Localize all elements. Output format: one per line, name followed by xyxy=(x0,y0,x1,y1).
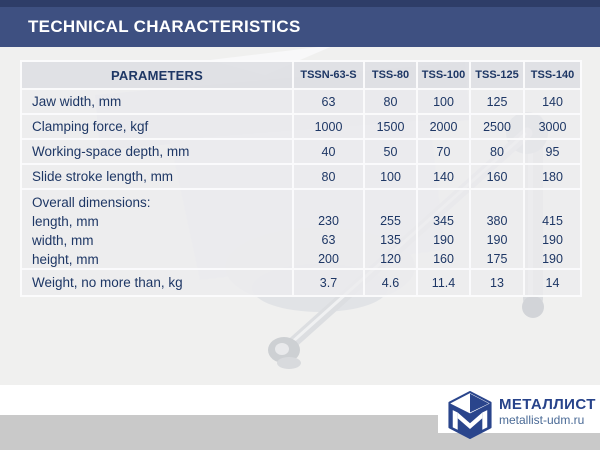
value-line: 160 xyxy=(433,252,454,266)
value-line: 380 xyxy=(486,214,508,228)
value-cell: 11.4 xyxy=(418,270,471,295)
value-line: 190 xyxy=(542,252,563,266)
value-cell: 4.6 xyxy=(365,270,418,295)
value-line: 415 xyxy=(542,214,563,228)
value-line: 190 xyxy=(542,233,563,247)
spec-table: PARAMETERS TSSN-63-S TSS-80 TSS-100 TSS-125 T… xyxy=(20,60,582,297)
logo-panel: МЕТАЛЛИСТ metallist-udm.ru xyxy=(438,385,600,440)
value-cell: 160 xyxy=(471,165,525,190)
value-cell: 1000 xyxy=(294,115,365,140)
value-cell: 2000 xyxy=(418,115,471,140)
row-label-line: width, mm xyxy=(32,233,94,248)
value-line: 255 xyxy=(380,214,401,228)
value-cell: 50 xyxy=(365,140,418,165)
column-header: TSSN-63-S xyxy=(294,62,365,90)
value-line: 175 xyxy=(486,252,508,266)
slide-title-bar: TECHNICAL CHARACTERISTICS xyxy=(0,0,600,47)
value-cell: 380 190 175 xyxy=(471,190,525,270)
slide-title: TECHNICAL CHARACTERISTICS xyxy=(28,17,301,36)
value-cell: 180 xyxy=(525,165,580,190)
value-cell: 70 xyxy=(418,140,471,165)
row-label: Overall dimensions: length, mm width, mm he… xyxy=(22,190,294,270)
value-cell: 100 xyxy=(418,90,471,115)
value-cell: 95 xyxy=(525,140,580,165)
value-line: 190 xyxy=(433,233,454,247)
parameters-header: PARAMETERS xyxy=(22,62,294,90)
value-cell: 255 135 120 xyxy=(365,190,418,270)
row-label: Slide stroke length, mm xyxy=(22,165,294,190)
value-cell: 100 xyxy=(365,165,418,190)
value-cell: 80 xyxy=(294,165,365,190)
value-cell: 14 xyxy=(525,270,580,295)
row-label: Working-space depth, mm xyxy=(22,140,294,165)
row-label-line: length, mm xyxy=(32,214,99,229)
row-label-line: Overall dimensions: xyxy=(32,195,151,210)
value-cell: 3.7 xyxy=(294,270,365,295)
value-line: 135 xyxy=(380,233,401,247)
value-cell: 80 xyxy=(471,140,525,165)
value-cell: 230 63 200 xyxy=(294,190,365,270)
value-line: 345 xyxy=(433,214,454,228)
row-label-line: height, mm xyxy=(32,252,99,267)
column-header: TSS-140 xyxy=(525,62,580,90)
value-cell: 140 xyxy=(525,90,580,115)
value-line: 63 xyxy=(321,233,336,247)
value-line: 230 xyxy=(318,214,339,228)
metallist-cube-logo-icon xyxy=(448,390,492,440)
logo-website: metallist-udm.ru xyxy=(499,413,585,427)
row-label: Clamping force, kgf xyxy=(22,115,294,140)
logo-company-name: МЕТАЛЛИСТ xyxy=(499,396,596,413)
column-header: TSS-100 xyxy=(418,62,471,90)
column-header: TSS-80 xyxy=(365,62,418,90)
value-cell: 125 xyxy=(471,90,525,115)
value-cell: 415 190 190 xyxy=(525,190,580,270)
value-cell: 345 190 160 xyxy=(418,190,471,270)
value-cell: 3000 xyxy=(525,115,580,140)
row-label: Jaw width, mm xyxy=(22,90,294,115)
value-line: 200 xyxy=(318,252,339,266)
value-cell: 13 xyxy=(471,270,525,295)
value-line: 120 xyxy=(380,252,401,266)
value-cell: 63 xyxy=(294,90,365,115)
value-cell: 1500 xyxy=(365,115,418,140)
value-cell: 40 xyxy=(294,140,365,165)
value-line: 190 xyxy=(486,233,508,247)
row-label: Weight, no more than, kg xyxy=(22,270,294,295)
column-header: TSS-125 xyxy=(471,62,525,90)
value-cell: 140 xyxy=(418,165,471,190)
value-cell: 80 xyxy=(365,90,418,115)
value-cell: 2500 xyxy=(471,115,525,140)
